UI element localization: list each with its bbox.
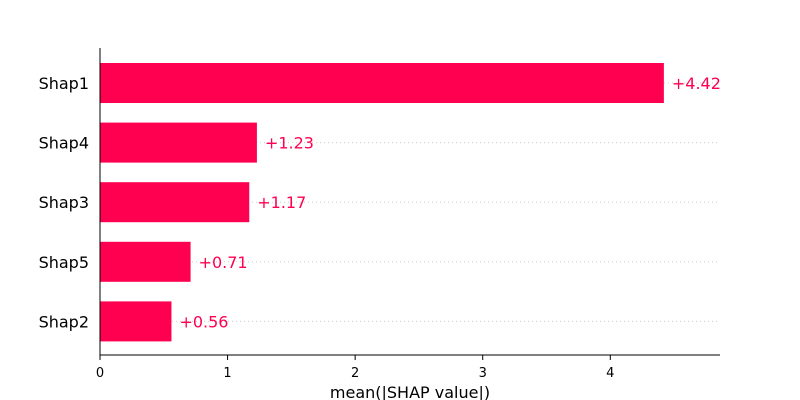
- value-label-shap1: +4.42: [672, 74, 721, 93]
- bar-shap3: [100, 182, 250, 223]
- category-label-shap1: Shap1: [39, 74, 89, 93]
- category-label-shap3: Shap3: [39, 193, 89, 212]
- category-label-shap5: Shap5: [39, 253, 89, 272]
- bars: [100, 63, 664, 342]
- value-label-shap4: +1.23: [265, 134, 314, 153]
- x-tick-label: 1: [223, 366, 231, 381]
- x-tick-label: 0: [96, 366, 104, 381]
- x-axis-title: mean(|SHAP value|): [330, 383, 490, 400]
- x-ticks: 0 1 2 3 4: [96, 355, 614, 381]
- value-label-shap3: +1.17: [257, 193, 306, 212]
- category-label-shap4: Shap4: [39, 134, 89, 153]
- bar-shap1: [100, 63, 664, 103]
- x-tick-label: 4: [606, 366, 614, 381]
- x-tick-label: 3: [479, 366, 487, 381]
- bar-shap2: [100, 301, 172, 342]
- x-tick-label: 2: [351, 366, 359, 381]
- value-labels: +4.42 +1.23 +1.17 +0.71 +0.56: [179, 74, 720, 331]
- value-label-shap5: +0.71: [199, 253, 248, 272]
- category-labels: Shap1 Shap4 Shap3 Shap5 Shap2: [39, 74, 89, 331]
- bar-shap4: [100, 122, 257, 163]
- category-label-shap2: Shap2: [39, 312, 89, 331]
- value-label-shap2: +0.56: [179, 312, 228, 331]
- bar-shap5: [100, 241, 191, 282]
